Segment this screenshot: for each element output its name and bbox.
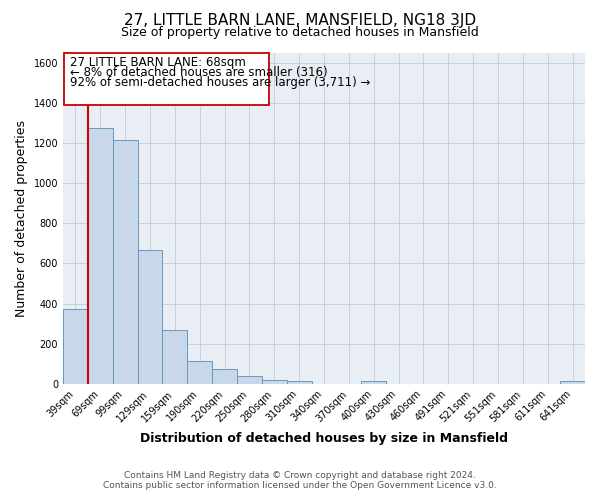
Bar: [113, 140, 137, 384]
X-axis label: Distribution of detached houses by size in Mansfield: Distribution of detached houses by size …: [140, 432, 508, 445]
Bar: [187, 361, 212, 384]
Bar: [361, 381, 386, 384]
Y-axis label: Number of detached properties: Number of detached properties: [15, 120, 28, 316]
Bar: [237, 376, 262, 384]
Text: Size of property relative to detached houses in Mansfield: Size of property relative to detached ho…: [121, 26, 479, 39]
Bar: [63, 308, 88, 384]
Bar: [262, 380, 287, 384]
Text: Contains HM Land Registry data © Crown copyright and database right 2024.: Contains HM Land Registry data © Crown c…: [124, 471, 476, 480]
Text: 27 LITTLE BARN LANE: 68sqm: 27 LITTLE BARN LANE: 68sqm: [70, 56, 245, 68]
Bar: [287, 381, 311, 384]
Bar: [137, 250, 163, 384]
Text: 92% of semi-detached houses are larger (3,711) →: 92% of semi-detached houses are larger (…: [70, 76, 370, 88]
Bar: [163, 330, 187, 384]
Text: 27, LITTLE BARN LANE, MANSFIELD, NG18 3JD: 27, LITTLE BARN LANE, MANSFIELD, NG18 3J…: [124, 12, 476, 28]
Text: ← 8% of detached houses are smaller (316): ← 8% of detached houses are smaller (316…: [70, 66, 328, 78]
Bar: [560, 381, 585, 384]
Bar: [88, 128, 113, 384]
Text: Contains public sector information licensed under the Open Government Licence v3: Contains public sector information licen…: [103, 481, 497, 490]
Bar: [212, 369, 237, 384]
FancyBboxPatch shape: [64, 52, 269, 104]
